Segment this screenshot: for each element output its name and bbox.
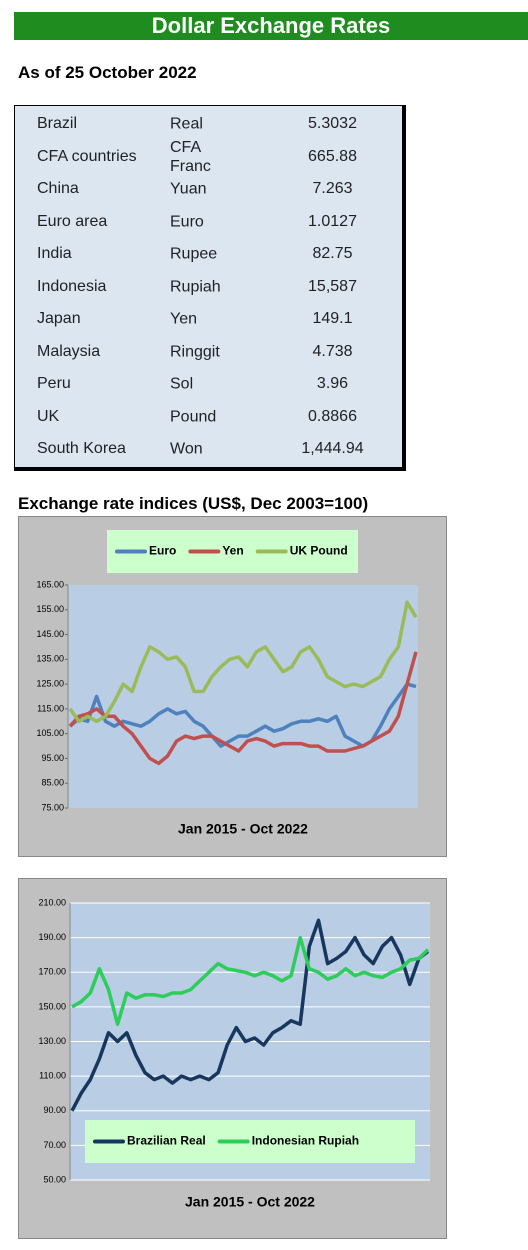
table-cell: Won: [170, 440, 203, 458]
table-row: Euro area Euro 1.0127: [15, 206, 402, 238]
legend-label: Yen: [222, 544, 243, 558]
y-tick-label: 130.00: [38, 1036, 66, 1046]
y-tick-label: 90.00: [43, 1105, 66, 1115]
y-tick-label: 50.00: [43, 1174, 66, 1184]
table-cell: China: [37, 180, 79, 197]
table-row: Peru Sol 3.96: [15, 368, 402, 400]
table-cell: 3.96: [316, 375, 349, 392]
table-cell: Euro: [170, 213, 204, 230]
y-tick-label: 145.00: [36, 629, 64, 639]
table-cell: 82.75: [312, 245, 353, 262]
table-row: China Yuan 7.263: [15, 173, 402, 205]
legend-label: Euro: [149, 544, 176, 558]
table-cell: Peru: [37, 375, 71, 392]
y-tick-label: 105.00: [36, 728, 64, 738]
data-line: [71, 935, 430, 1026]
date: As of 25 October 2022: [18, 63, 197, 82]
table-cell: South Korea: [37, 440, 126, 457]
table-cell: CFA countries: [37, 147, 137, 165]
y-tick-label: 115.00: [37, 703, 64, 713]
table-cell: Indonesia: [37, 277, 107, 295]
y-tick-label: 190.00: [38, 932, 66, 942]
y-tick-label: 85.00: [41, 778, 64, 788]
y-tick-label: 150.00: [38, 1001, 66, 1011]
table-cell: 665.88: [308, 147, 357, 165]
table-row: India Rupee 82.75: [15, 238, 402, 270]
chart: 75.00 85.00 95.00 105.00 115.00 125.00 135.00 1…: [18, 516, 447, 857]
y-tick-label: 165.00: [36, 579, 64, 589]
table-row: South Korea Won 1,444.94: [15, 433, 402, 465]
table-cell: UK: [37, 407, 60, 425]
table-cell: Ringgit: [170, 343, 220, 360]
table-cell: 0.8866: [308, 407, 357, 425]
y-tick-label: 155.00: [36, 604, 64, 614]
legend-label: Brazilian Real: [127, 1134, 206, 1148]
table-cell: India: [37, 245, 72, 262]
table-cell: Yen: [170, 310, 197, 328]
y-tick-label: 125.00: [36, 678, 64, 688]
table-row: UK Pound 0.8866: [15, 401, 402, 433]
y-tick-label: 170.00: [38, 967, 66, 977]
table-row: Indonesia Rupiah 15,587: [15, 271, 402, 303]
y-tick-label: 75.00: [41, 802, 64, 812]
table-cell: Yuan: [170, 180, 207, 198]
section-heading: Exchange rate indices (US$, Dec 2003=100…: [18, 494, 369, 513]
table-row: Brazil Real 5.3032: [15, 108, 402, 140]
x-axis-label: Jan 2015 - Oct 2022: [178, 821, 308, 837]
rates-table: Brazil Real 5.3032 CFA countries CFA Franc 66…: [14, 105, 406, 471]
y-tick-label: 70.00: [43, 1140, 66, 1150]
table-cell: 5.3032: [308, 115, 357, 132]
table-cell: 1,444.94: [301, 440, 364, 457]
table-cell: Euro area: [37, 212, 108, 230]
plot-area: [68, 585, 418, 808]
legend: [85, 1120, 415, 1163]
y-tick-label: 110.00: [39, 1071, 66, 1081]
legend: [107, 530, 358, 573]
x-axis-label: Jan 2015 - Oct 2022: [185, 1194, 315, 1210]
page-title: Dollar Exchange Rates: [14, 12, 528, 40]
table-row: Japan Yen 149.1: [15, 303, 402, 335]
table-cell: Sol: [170, 375, 194, 393]
legend-label: UK Pound: [290, 544, 348, 558]
chart: 50.00 70.00 90.00 110.00 130.00 150.00 170.00 1…: [18, 878, 447, 1239]
table-cell: CFA Franc: [170, 138, 211, 175]
table-cell: Malaysia: [37, 342, 101, 360]
table-row: Malaysia Ringgit 4.738: [15, 336, 402, 368]
table-cell: Real: [170, 115, 203, 133]
y-tick-label: 135.00: [36, 654, 64, 664]
table-cell: Japan: [37, 310, 81, 327]
legend-label: Indonesian Rupiah: [252, 1134, 359, 1148]
table-cell: 15,587: [308, 277, 357, 295]
data-line: [68, 651, 418, 766]
data-line: [68, 600, 418, 724]
y-tick-label: 210.00: [38, 897, 66, 907]
table-row: CFA countries CFA Franc 665.88: [15, 138, 402, 175]
data-line: [68, 682, 417, 748]
table-cell: Rupee: [170, 245, 218, 263]
table-cell: 1.0127: [308, 212, 357, 230]
table-cell: 7.263: [312, 180, 353, 197]
table-cell: Rupiah: [170, 278, 221, 295]
table-cell: 149.1: [312, 310, 353, 327]
table-cell: 4.738: [312, 342, 353, 360]
table-cell: Brazil: [37, 115, 78, 132]
y-tick-label: 95.00: [41, 753, 64, 763]
data-line: [70, 918, 430, 1112]
table-cell: Pound: [170, 408, 217, 425]
